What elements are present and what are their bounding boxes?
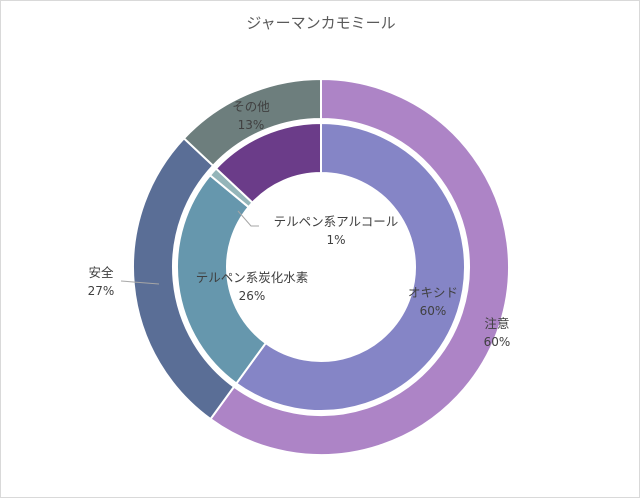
- outer-ring: [132, 77, 510, 456]
- leader-lines: [120, 210, 259, 285]
- outer-slice-2: [182, 77, 322, 168]
- outer-slice-0: [209, 77, 510, 456]
- outer-0-category-label: 注意: [484, 316, 509, 331]
- outer-0-percent-label: 60%: [484, 335, 511, 349]
- leader-line-inner-2: [237, 210, 259, 227]
- inner-slice-3: [214, 121, 322, 205]
- inner-2-category-label: テルペン系アルコール: [274, 214, 399, 229]
- inner-1-category-label: テルペン系炭化水素: [196, 270, 309, 285]
- inner-2-percent-label: 1%: [326, 233, 345, 247]
- inner-0-percent-label: 60%: [420, 304, 447, 318]
- inner-slice-0: [234, 121, 466, 412]
- leader-line-outer-1: [120, 280, 160, 285]
- outer-1-percent-label: 27%: [88, 284, 115, 298]
- inner-1-percent-label: 26%: [239, 289, 266, 303]
- outer-2-percent-label: 13%: [238, 118, 265, 132]
- data-labels: 注意 60% 安全 27% その他 13% オキシド 60% テルペン系炭化水素 26% テルペン系…: [88, 99, 511, 349]
- inner-0-category-label: オキシド: [408, 285, 458, 300]
- chart-title: ジャーマンカモミール: [246, 14, 395, 32]
- outer-2-category-label: その他: [232, 99, 270, 114]
- inner-ring: [176, 121, 466, 412]
- outer-1-category-label: 安全: [88, 265, 114, 280]
